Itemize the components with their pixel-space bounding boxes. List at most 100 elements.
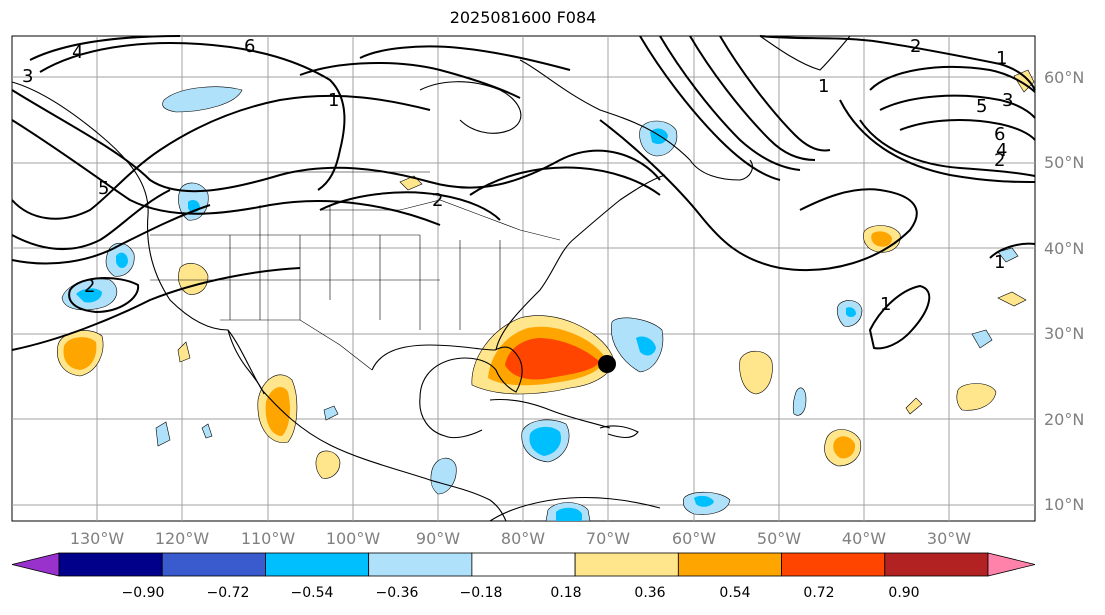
coastline-greenland bbox=[759, 35, 851, 71]
lon-label-30w: 30°W bbox=[926, 529, 972, 548]
lon-label-60w: 60°W bbox=[671, 529, 717, 548]
warm-anomaly-small-5 bbox=[905, 397, 923, 415]
cold-anomaly-sa-blue bbox=[556, 507, 582, 521]
colorbar-tick-label: −0.18 bbox=[459, 585, 503, 601]
cold-anomaly-small-3 bbox=[323, 405, 339, 421]
lon-label-80w: 80°W bbox=[500, 529, 546, 548]
contour-label: 4 bbox=[72, 42, 83, 63]
contour-label: 5 bbox=[98, 178, 109, 199]
coastline-hispaniola bbox=[599, 425, 639, 439]
cold-anomaly-bahamas bbox=[611, 317, 664, 373]
warm-anomaly-atlantic-3 bbox=[956, 383, 997, 411]
coastline-south-america bbox=[489, 496, 661, 522]
colorbar-tick-label: −0.90 bbox=[121, 585, 165, 601]
lon-label-130w: 130°W bbox=[69, 529, 125, 548]
coastline-labrador bbox=[519, 59, 753, 181]
coastline-gulf bbox=[371, 344, 523, 439]
colorbar-segment bbox=[884, 552, 989, 577]
warm-anomaly-pacific-orange bbox=[63, 337, 97, 370]
cold-anomaly-pacific-blue bbox=[76, 288, 102, 303]
cold-anomaly-atlantic-1-blue bbox=[846, 307, 856, 317]
colorbar-tick-label: 0.54 bbox=[719, 585, 751, 601]
coastline-cuba bbox=[489, 398, 611, 429]
contour-label: 1 bbox=[818, 76, 829, 97]
warm-anomaly-atlantic-1 bbox=[739, 350, 773, 395]
warm-anomaly-small-2 bbox=[315, 450, 341, 479]
cold-anomaly-bahamas-blue bbox=[636, 336, 656, 356]
warm-anomaly-florida-red bbox=[505, 338, 600, 380]
cold-anomaly-cuba-blue bbox=[529, 426, 562, 456]
warm-anomaly-atlantic-4-orange bbox=[871, 231, 892, 247]
cold-anomaly-pacific-2-blue bbox=[116, 252, 128, 268]
colorbar-tick-label: 0.72 bbox=[803, 585, 835, 601]
contour-label: 2 bbox=[432, 190, 443, 211]
lat-label-40n: 40°N bbox=[1044, 239, 1085, 258]
cold-anomaly-small-4 bbox=[971, 329, 993, 349]
cold-anomaly-small-1 bbox=[155, 421, 171, 447]
lon-label-50w: 50°W bbox=[756, 529, 802, 548]
warm-anomaly-small-6 bbox=[399, 175, 423, 191]
height-contours bbox=[11, 35, 1036, 351]
cold-anomaly-alaska bbox=[162, 86, 243, 113]
colorbar-segment bbox=[574, 552, 679, 577]
map-title: 2025081600 F084 bbox=[449, 8, 597, 27]
cold-anomaly-caribbean-blue bbox=[694, 495, 714, 507]
coastline-east bbox=[495, 174, 666, 351]
lon-label-40w: 40°W bbox=[841, 529, 887, 548]
cold-anomaly-small-5 bbox=[997, 247, 1019, 263]
coastlines bbox=[11, 35, 851, 522]
colorbar-tick-label: 0.18 bbox=[550, 585, 582, 601]
lon-label-110w: 110°W bbox=[240, 529, 296, 548]
cold-anomaly-atlantic-2 bbox=[792, 387, 807, 416]
coastline-hudson bbox=[419, 81, 522, 134]
cold-anomaly-small-2 bbox=[201, 423, 213, 439]
colorbar-segment bbox=[58, 552, 163, 577]
storm-center-marker bbox=[598, 355, 616, 373]
warm-anomaly-mexico-orange bbox=[265, 387, 290, 436]
lat-label-10n: 10°N bbox=[1044, 495, 1085, 514]
colorbar-tick-label: −0.72 bbox=[206, 585, 250, 601]
contour-labels: 6 4 3 2 2 1 2 3 5 6 4 2 1 1 1 1 5 bbox=[22, 36, 1013, 315]
lat-label-60n: 60°N bbox=[1044, 68, 1085, 87]
colorbar-segment bbox=[781, 552, 886, 577]
colorbar-extend-low bbox=[11, 552, 60, 577]
anomaly-fills bbox=[57, 69, 1035, 522]
coastline-baja bbox=[227, 329, 265, 395]
contour-label: 1 bbox=[328, 90, 339, 111]
colorbar-segment bbox=[161, 552, 266, 577]
contour-label: 3 bbox=[1002, 90, 1013, 111]
colorbar-tick-label: −0.36 bbox=[375, 585, 419, 601]
warm-anomaly-small-3 bbox=[997, 291, 1027, 307]
contour-label: 6 bbox=[244, 36, 255, 57]
lat-label-20n: 20°N bbox=[1044, 410, 1085, 429]
warm-anomaly-small-7 bbox=[177, 341, 191, 363]
contour-label: 6 bbox=[994, 124, 1005, 145]
lon-label-100w: 100°W bbox=[325, 529, 381, 548]
contour-label: 5 bbox=[976, 96, 987, 117]
warm-anomaly-small-1 bbox=[178, 263, 209, 295]
lon-label-70w: 70°W bbox=[585, 529, 631, 548]
warm-anomaly-atlantic-2-orange bbox=[833, 436, 856, 459]
contour-label: 4 bbox=[996, 140, 1007, 161]
colorbar bbox=[11, 552, 1036, 577]
contour-label: 2 bbox=[994, 150, 1005, 171]
contour-label: 1 bbox=[996, 48, 1007, 69]
contour-label: 3 bbox=[22, 66, 33, 87]
colorbar-segment bbox=[265, 552, 370, 577]
colorbar-tick-label: 0.90 bbox=[888, 585, 920, 601]
contour-label: 1 bbox=[880, 294, 891, 315]
contour-label: 2 bbox=[84, 276, 95, 297]
colorbar-tick-label: −0.54 bbox=[290, 585, 334, 601]
lat-label-50n: 50°N bbox=[1044, 153, 1085, 172]
colorbar-segment bbox=[677, 552, 782, 577]
colorbar-extend-high bbox=[987, 552, 1036, 577]
contour-label: 1 bbox=[994, 252, 1005, 273]
lon-label-120w: 120°W bbox=[154, 529, 210, 548]
lat-label-30n: 30°N bbox=[1044, 324, 1085, 343]
colorbar-segment bbox=[471, 552, 576, 577]
lon-label-90w: 90°W bbox=[415, 529, 461, 548]
colorbar-segment bbox=[368, 552, 473, 577]
colorbar-tick-label: 0.36 bbox=[634, 585, 666, 601]
contour-label: 2 bbox=[910, 36, 921, 57]
